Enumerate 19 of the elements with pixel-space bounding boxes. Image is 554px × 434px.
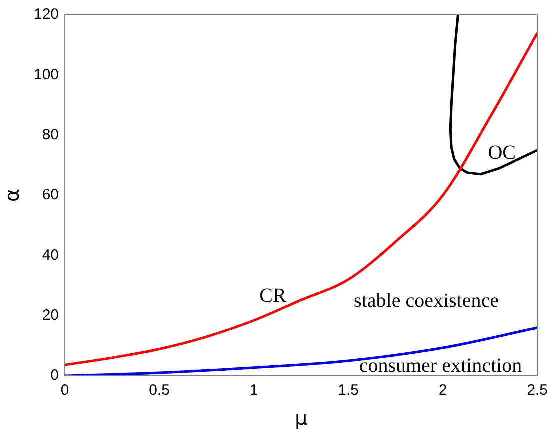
y-tick-label: 40: [42, 246, 60, 264]
x-tick-label: 0.5: [149, 382, 170, 400]
annotation: consumer extinction: [359, 355, 522, 378]
x-tick-label: 1: [250, 382, 258, 400]
y-tick-label: 100: [34, 66, 60, 84]
y-tick-label: 120: [34, 6, 60, 24]
line-series: [65, 326, 538, 376]
x-tick-label: 2.5: [527, 382, 548, 400]
annotation: stable coexistence: [354, 290, 500, 312]
y-tick-label: 0: [50, 367, 60, 384]
annotation: CR: [260, 284, 287, 307]
x-tick-label: 2: [438, 382, 448, 400]
y-tick-label: 20: [42, 306, 60, 324]
y-tick-label: 60: [42, 186, 60, 204]
x-axis-title: μ: [294, 406, 308, 430]
y-tick-label: 80: [42, 126, 60, 144]
x-tick-label: 1.5: [338, 382, 359, 400]
annotation: OC: [488, 142, 516, 164]
y-axis-title: α: [0, 188, 24, 202]
